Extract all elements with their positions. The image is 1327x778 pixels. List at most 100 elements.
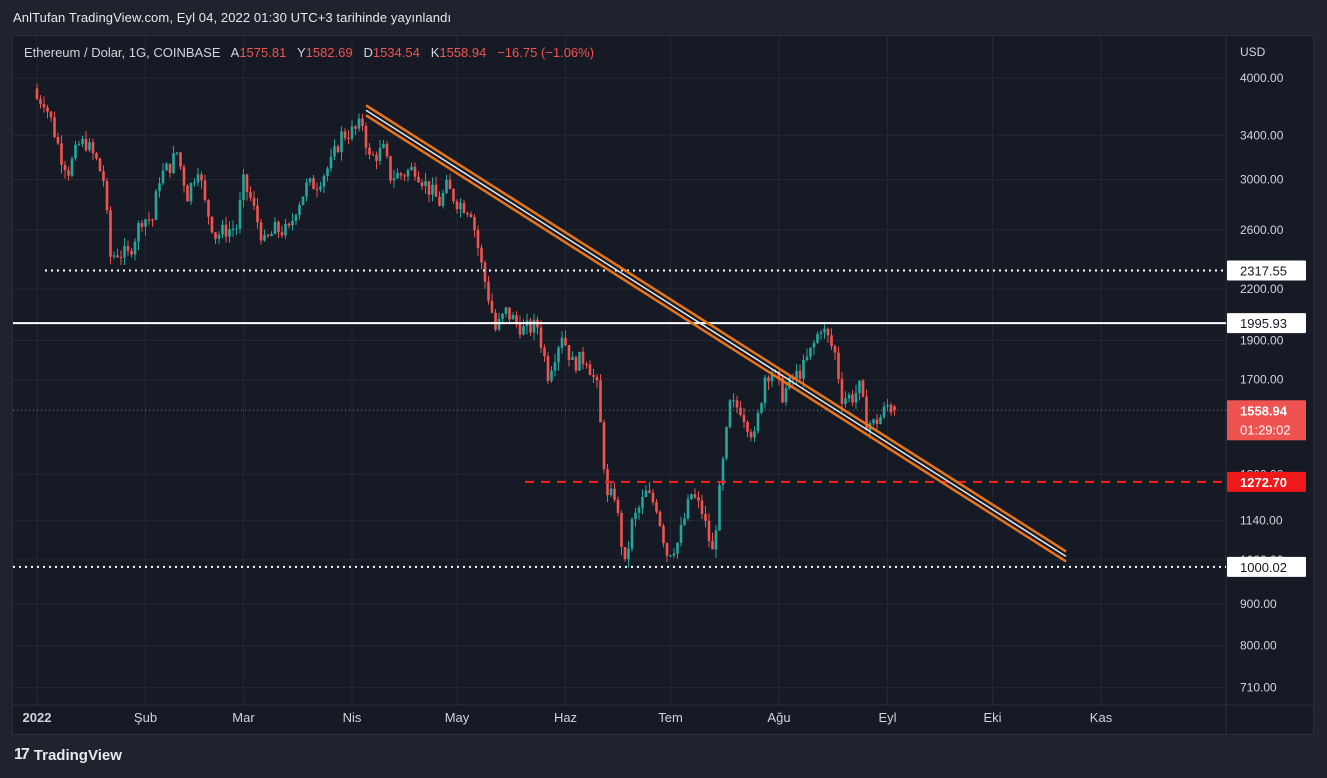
candle: [623, 546, 627, 562]
candle-body: [490, 300, 494, 313]
symbol-label[interactable]: Ethereum / Dolar, 1G, COINBASE: [24, 45, 221, 60]
candle-body: [277, 221, 280, 233]
candle: [452, 188, 455, 205]
candle: [112, 251, 116, 260]
candle: [595, 374, 599, 389]
candle: [168, 163, 172, 178]
candle: [385, 140, 389, 159]
candle: [602, 419, 606, 474]
candle-body: [340, 131, 343, 153]
candle: [133, 238, 137, 261]
candle-body: [245, 174, 249, 192]
candle-body: [420, 182, 424, 187]
candle-body: [364, 125, 368, 148]
candle: [763, 375, 767, 409]
candle: [382, 139, 385, 149]
candle-body: [508, 307, 511, 320]
candle-body: [462, 202, 466, 214]
candle: [284, 218, 287, 239]
candle-body: [728, 400, 732, 428]
high-value: 1582.69: [305, 45, 353, 60]
candle-body: [165, 163, 168, 171]
candle-body: [392, 178, 396, 181]
candle-body: [560, 337, 564, 348]
level-tag: [1227, 313, 1306, 334]
candle: [788, 375, 791, 390]
candle: [581, 346, 585, 370]
candle-body: [847, 394, 851, 399]
candle: [371, 151, 375, 156]
candle-body: [231, 228, 235, 230]
candle: [308, 177, 312, 186]
tradingview-logo[interactable]: 17 TradingView: [14, 746, 122, 764]
candle: [172, 145, 175, 175]
candle: [781, 374, 784, 404]
candle: [812, 339, 816, 356]
candle-body: [249, 191, 252, 198]
candle: [805, 348, 809, 362]
candle: [574, 355, 578, 374]
candle: [823, 321, 826, 339]
candle-body: [585, 363, 588, 365]
candle-body: [592, 375, 595, 377]
candle: [725, 426, 728, 461]
candle-body: [343, 131, 347, 138]
candle: [637, 505, 641, 520]
candle-body: [46, 107, 49, 112]
candle-body: [749, 431, 753, 438]
candle-body: [616, 499, 620, 513]
candle: [126, 240, 130, 256]
candle: [273, 217, 277, 235]
candle: [427, 181, 431, 203]
candle: [200, 171, 203, 189]
candle: [847, 392, 851, 403]
candle-body: [424, 181, 427, 187]
level-tag-label: 1995.93: [1240, 316, 1287, 331]
candle-body: [679, 524, 683, 543]
candle-body: [840, 378, 844, 404]
candle-body: [322, 175, 326, 187]
candle: [756, 409, 760, 434]
x-tick-label: Kas: [1090, 710, 1113, 725]
candle-body: [865, 396, 868, 431]
candle-body: [84, 138, 88, 151]
candle: [889, 402, 893, 416]
candle-body: [665, 543, 669, 556]
candle-body: [707, 520, 711, 541]
candle-body: [371, 154, 375, 156]
candle: [686, 494, 690, 521]
candle-body: [63, 164, 67, 171]
level-tag-label: 1272.70: [1240, 475, 1287, 490]
candle-body: [644, 490, 648, 497]
candle: [536, 316, 539, 335]
candle: [833, 344, 837, 361]
candle-body: [144, 219, 147, 227]
candle: [669, 554, 672, 558]
candle: [770, 368, 774, 388]
candle-body: [77, 143, 81, 145]
candle-body: [480, 247, 483, 263]
candle-body: [795, 371, 798, 380]
candle-body: [207, 199, 210, 217]
candle-body: [291, 220, 294, 226]
candle: [798, 364, 802, 382]
candle-body: [721, 458, 725, 486]
candle-body: [620, 512, 623, 547]
candle: [63, 160, 67, 179]
candle: [287, 222, 291, 229]
candle-body: [602, 422, 606, 470]
candle: [616, 496, 620, 517]
level-tag: [1227, 471, 1306, 492]
candle: [539, 320, 543, 353]
candle: [340, 126, 343, 161]
chart-panel[interactable]: [12, 35, 1314, 735]
y-tick-label: 4000.00: [1240, 71, 1284, 85]
y-tick-label: 710.00: [1240, 681, 1277, 695]
candle: [735, 395, 739, 414]
candle: [413, 162, 417, 181]
candle-body: [256, 205, 259, 223]
candle: [658, 510, 662, 528]
candle-body: [770, 372, 774, 382]
candle-body: [67, 170, 70, 176]
